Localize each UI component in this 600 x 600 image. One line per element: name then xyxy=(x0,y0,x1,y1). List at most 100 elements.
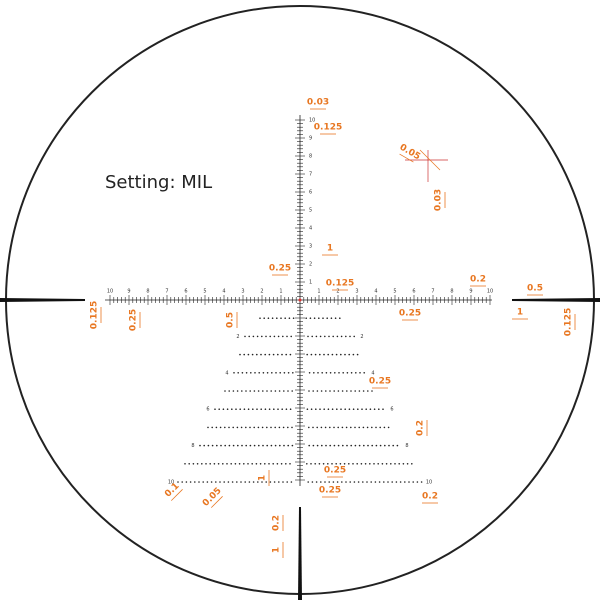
tree-dot xyxy=(344,408,347,411)
tree-dot xyxy=(329,390,331,392)
tree-dot xyxy=(226,408,229,411)
tree-dot xyxy=(287,444,290,447)
tree-dot xyxy=(332,335,335,338)
scale-number: 10 xyxy=(107,289,113,295)
tree-dot xyxy=(278,390,281,392)
tree-dot xyxy=(361,408,363,411)
tree-dot xyxy=(234,463,237,465)
tree-dot xyxy=(284,317,287,320)
tree-dot xyxy=(235,408,237,411)
tree-dot xyxy=(308,372,311,374)
tree-dot xyxy=(339,463,342,465)
tree-dot xyxy=(277,408,279,411)
tree-dot xyxy=(241,444,243,447)
tree-dot xyxy=(316,444,319,447)
tree-dot xyxy=(258,444,260,447)
tree-dot xyxy=(318,317,320,320)
scale-number: 4 xyxy=(222,289,225,295)
tree-dot xyxy=(309,317,312,320)
tree-dot xyxy=(319,353,321,356)
tree-dot xyxy=(264,353,267,356)
scale-number: 2 xyxy=(336,289,339,295)
tree-dot xyxy=(228,426,230,429)
tree-dot xyxy=(325,390,327,392)
tree-dot xyxy=(260,408,263,411)
dimension-label: 0.25 xyxy=(129,309,139,331)
tree-dot xyxy=(390,463,392,465)
tree-dot xyxy=(365,408,368,411)
tree-dot xyxy=(369,463,371,465)
scale-number: 6 xyxy=(184,289,187,295)
tree-dot xyxy=(270,444,273,447)
tree-dot xyxy=(289,408,292,411)
tree-dot xyxy=(318,463,321,465)
tree-dot xyxy=(220,444,222,447)
tree-dot xyxy=(281,353,283,356)
dimension-label: 0.05 xyxy=(398,143,422,163)
tree-number: 10 xyxy=(426,480,432,486)
tree-dot xyxy=(363,444,365,447)
tree-dot xyxy=(261,481,263,483)
tree-dot xyxy=(245,426,247,429)
tree-dot xyxy=(189,481,192,483)
tree-dot xyxy=(325,372,328,374)
tree-dot xyxy=(249,444,252,447)
tree-dot xyxy=(259,317,261,320)
dimension-label: 0.125 xyxy=(326,279,354,289)
tree-dot xyxy=(236,481,238,483)
tree-dot xyxy=(244,335,246,338)
tree-dot xyxy=(306,408,309,411)
tree-dot xyxy=(256,335,259,338)
tree-dot xyxy=(312,390,315,392)
tree-dot xyxy=(239,353,241,356)
tree-dot xyxy=(356,463,359,465)
tree-dot xyxy=(232,390,235,392)
tree-dot xyxy=(334,317,337,320)
tree-dot xyxy=(333,426,335,429)
tree-dot xyxy=(231,481,234,483)
tree-dot xyxy=(280,463,283,465)
tree-dot xyxy=(216,444,218,447)
tree-dot xyxy=(287,372,290,374)
scale-number: 7 xyxy=(165,289,168,295)
tree-dot xyxy=(307,335,309,338)
tree-dot xyxy=(363,372,366,374)
tree-dot xyxy=(272,463,275,465)
tree-dot xyxy=(243,408,246,411)
tree-dot xyxy=(331,408,334,411)
tree-dot xyxy=(354,444,357,447)
scale-number: 6 xyxy=(309,190,312,196)
tree-dot xyxy=(267,317,270,320)
tree-dot xyxy=(257,481,259,483)
tree-dot xyxy=(236,426,239,429)
scale-number: 3 xyxy=(355,289,358,295)
tree-dot xyxy=(291,426,293,429)
tree-dot xyxy=(378,481,381,483)
tree-dot xyxy=(249,390,251,392)
tree-dot xyxy=(348,353,351,356)
tree-dot xyxy=(289,463,291,465)
tree-dot xyxy=(192,463,195,465)
tree-dot xyxy=(371,444,374,447)
tree-dot xyxy=(253,444,256,447)
tree-dot xyxy=(278,426,281,429)
tree-dot xyxy=(218,408,220,411)
tree-dot xyxy=(247,463,249,465)
tree-dot xyxy=(314,353,317,356)
tree-dot xyxy=(310,408,313,411)
tree-dot xyxy=(249,426,251,429)
tree-dot xyxy=(337,426,340,429)
tree-dot xyxy=(324,481,326,483)
tree-dot xyxy=(226,463,228,465)
tree-dot xyxy=(283,372,286,374)
tree-dot xyxy=(277,353,279,356)
tree-dot xyxy=(311,335,314,338)
tree-dot xyxy=(196,463,199,465)
tree-dot xyxy=(321,372,324,374)
tree-dot xyxy=(268,463,270,465)
tree-dot xyxy=(315,481,318,483)
tree-dot xyxy=(313,372,315,374)
tree-number: 6 xyxy=(206,407,209,413)
tree-dot xyxy=(308,444,311,447)
tree-dot xyxy=(203,444,205,447)
